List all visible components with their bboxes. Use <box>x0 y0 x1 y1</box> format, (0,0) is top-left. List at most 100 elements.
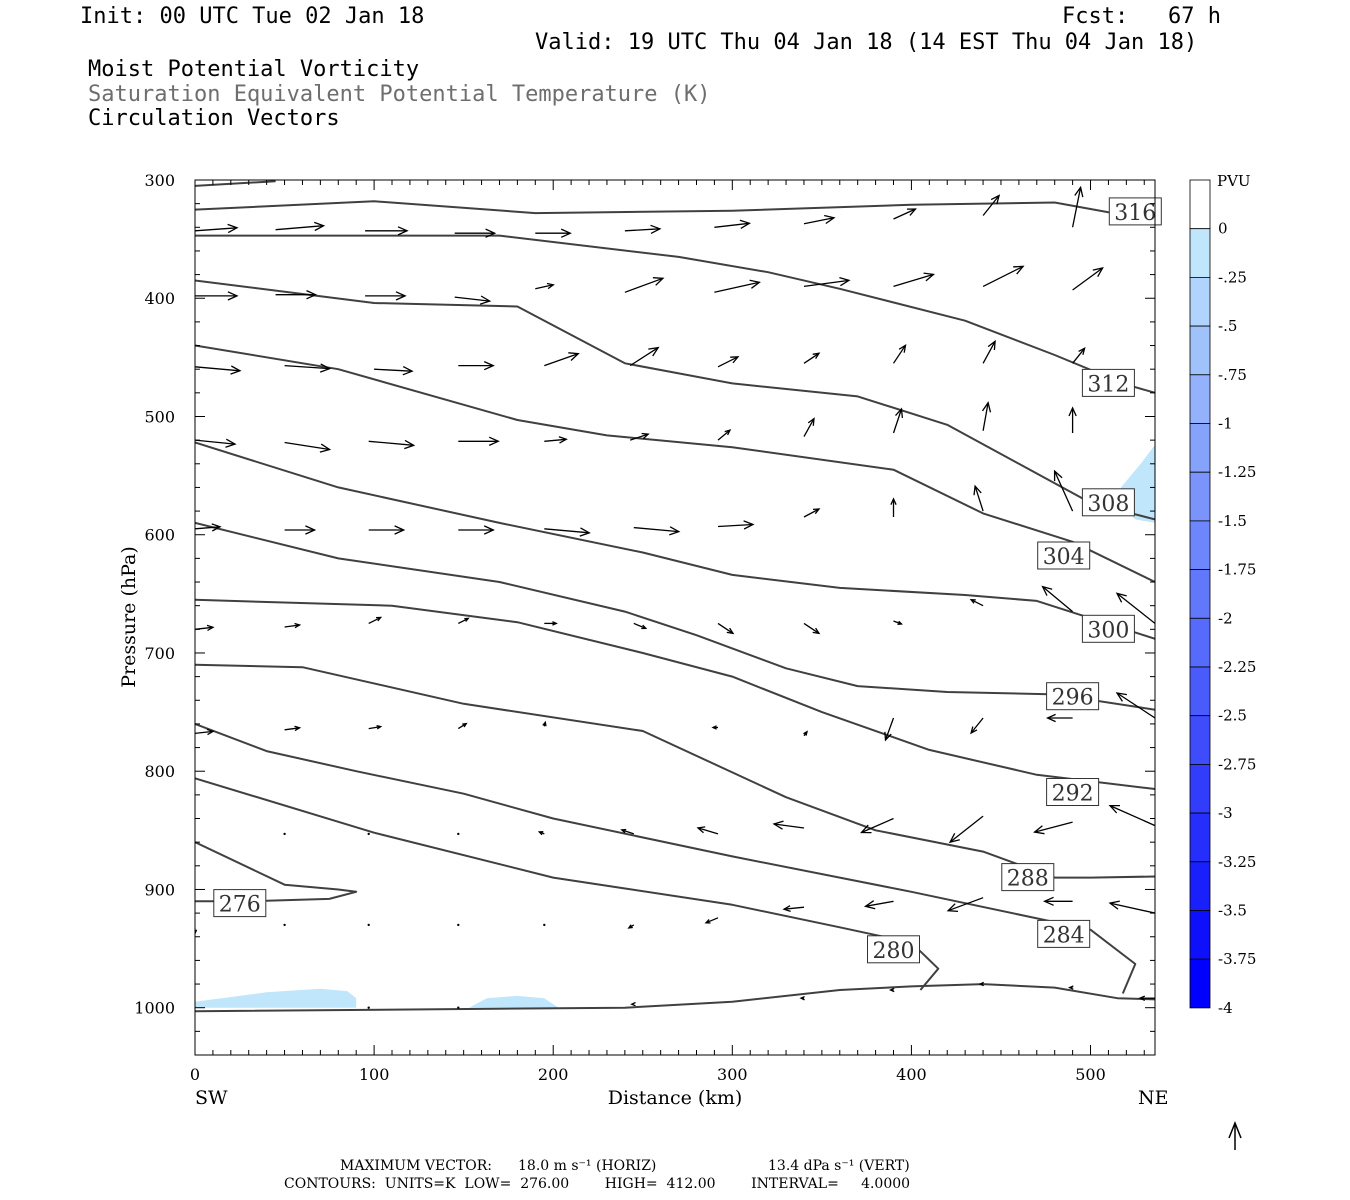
circulation-vector <box>893 208 917 220</box>
circulation-vector <box>973 484 984 512</box>
circulation-vector <box>1046 713 1073 723</box>
colorbar-level-label: -2 <box>1218 609 1233 627</box>
contour-label-box-312 <box>1081 368 1135 397</box>
x-end-label-right: NE <box>1138 1087 1169 1109</box>
colorbar-level-label: -3.75 <box>1218 950 1256 968</box>
circulation-vector <box>627 924 635 929</box>
circulation-vector <box>696 826 719 835</box>
circulation-vector <box>457 832 460 836</box>
circulation-vector <box>544 621 558 626</box>
contour-label-box-308 <box>1081 488 1135 517</box>
circulation-vector <box>537 831 545 836</box>
colorbar-swatch <box>1189 471 1211 522</box>
circulation-vector <box>1067 985 1074 990</box>
circulation-vector <box>982 194 1001 216</box>
colorbar-level-label: -2.25 <box>1218 658 1256 676</box>
circulation-vector <box>946 897 984 913</box>
contour-label-box-288 <box>1001 863 1055 892</box>
contour-label-280: 280 <box>873 939 915 964</box>
contour-label-layer: 276 280 284 288 292 296 300 304 308 312 316 <box>213 197 1162 964</box>
circulation-vector <box>982 265 1025 287</box>
circulation-vector <box>624 277 665 293</box>
contour-label-box-304 <box>1037 541 1091 570</box>
y-axis-label: Pressure (hPa) <box>118 546 140 688</box>
colorbar-level-label: -.75 <box>1218 366 1247 384</box>
circulation-vector <box>860 817 894 834</box>
circulation-vector <box>892 343 907 364</box>
circulation-vector <box>284 441 332 453</box>
contour-label-box-276 <box>213 889 267 918</box>
circulation-vector <box>1108 804 1155 827</box>
circulation-vector <box>195 223 239 234</box>
colorbar-swatch <box>1189 228 1211 278</box>
colorbar-swatch <box>1189 520 1211 571</box>
circulation-vector <box>704 917 719 924</box>
colorbar-level-label: -2.75 <box>1218 755 1256 773</box>
circulation-vector <box>458 525 495 535</box>
contour-info: CONTOURS: UNITS=K LOW= 276.00 HIGH= 412.… <box>284 1176 911 1192</box>
colorbar-swatch <box>1189 179 1211 230</box>
circulation-vector <box>633 622 648 630</box>
theta-contour-316 <box>195 200 1155 217</box>
circulation-vector <box>803 214 836 225</box>
x-axis-label: Distance (km) <box>608 1087 743 1109</box>
circulation-vector <box>1071 185 1084 228</box>
circulation-vector <box>368 724 383 730</box>
circulation-vector <box>717 622 735 635</box>
colorbar-level-label: -1 <box>1218 415 1233 433</box>
x-tick-label: 300 <box>717 1065 748 1084</box>
circulation-vector <box>195 438 237 448</box>
colorbar-swatch <box>1189 910 1211 960</box>
circulation-vector <box>799 996 805 1001</box>
colorbar-swatch <box>1189 666 1211 717</box>
circulation-vector <box>1041 585 1074 613</box>
circulation-vector <box>803 352 821 364</box>
circulation-vector <box>283 923 286 927</box>
circulation-vector <box>982 339 996 364</box>
circulation-vector <box>803 508 821 518</box>
theta-contour-308 <box>195 279 1155 521</box>
colorbar-swatch <box>1189 764 1211 814</box>
circulation-vector <box>1072 347 1086 364</box>
circulation-vector <box>1108 900 1155 914</box>
field-title-theta: Saturation Equivalent Potential Temperat… <box>88 82 711 107</box>
y-tick-label: 1000 <box>134 999 175 1018</box>
circulation-vector <box>457 722 468 730</box>
circulation-vector <box>283 832 286 836</box>
theta-contour-288 <box>195 663 1155 879</box>
max-vector-label: MAXIMUM VECTOR: <box>340 1158 492 1174</box>
field-title-vectors: Circulation Vectors <box>88 106 340 131</box>
colorbar-swatch <box>1189 374 1211 424</box>
reference-vector-arrows <box>1228 1120 1242 1150</box>
contour-label-box-280 <box>867 935 920 964</box>
contour-label-box-300 <box>1081 614 1135 643</box>
cross-section-chart: 276 280 284 288 292 296 300 304 308 312 316 0 100 20… <box>118 171 1256 1150</box>
colorbar-level-label: -1.5 <box>1218 512 1247 530</box>
circulation-vector <box>803 730 808 737</box>
contour-label-276: 276 <box>219 893 261 918</box>
colorbar-level-label: -.5 <box>1218 317 1237 335</box>
circulation-vector <box>1053 469 1074 512</box>
colorbar-level-label: -.25 <box>1218 268 1247 286</box>
circulation-vector <box>195 728 215 736</box>
init-time: Init: 00 UTC Tue 02 Jan 18 <box>80 4 425 29</box>
contour-label-box-292 <box>1046 778 1100 806</box>
circulation-vector <box>620 828 635 835</box>
y-tick-label: 500 <box>144 407 175 426</box>
colorbar-swatch <box>1189 812 1211 863</box>
contour-label-300: 300 <box>1087 618 1129 643</box>
theta-contour-seg-11 <box>195 180 276 187</box>
circulation-vector <box>863 900 894 910</box>
x-tick-label: 100 <box>359 1065 390 1084</box>
circulation-vector <box>195 523 222 532</box>
circulation-vector <box>624 224 662 234</box>
colorbar-level-label: -3 <box>1218 804 1233 822</box>
colorbar-swatch <box>1189 569 1211 619</box>
pv-colorbar: 0 -.25 -.5 -.75 -1 -1.25 -1.5 -1.75 -2 -2.25 -2.5 -… <box>1189 179 1256 1017</box>
circulation-vector <box>629 346 660 367</box>
axis-ticks <box>194 179 1155 1056</box>
circulation-vector <box>544 527 591 537</box>
circulation-vector <box>1072 267 1104 291</box>
theta-contour-284 <box>195 722 1137 994</box>
y-tick-label: 800 <box>144 762 175 781</box>
